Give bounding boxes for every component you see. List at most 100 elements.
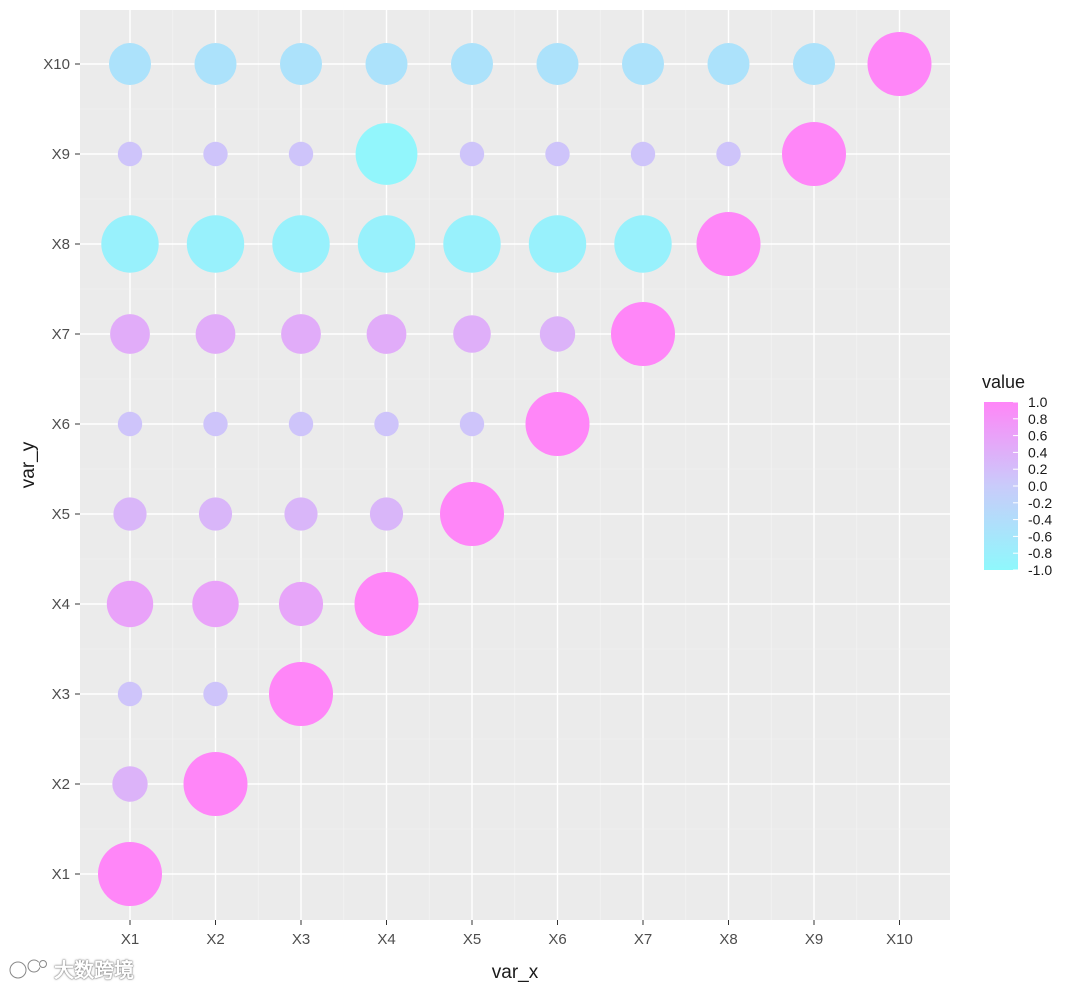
point-x7-x8	[614, 215, 672, 273]
point-x7-x9	[630, 141, 656, 167]
point-x2-x5	[198, 497, 233, 531]
point-x5-x7	[453, 315, 491, 353]
point-x4-x4	[354, 572, 419, 636]
point-x7-x10	[622, 43, 664, 85]
legend-tick-label: -0.4	[1028, 512, 1052, 528]
point-x7-x7	[611, 302, 675, 366]
point-x4-x6	[374, 411, 399, 437]
point-x1-x7	[110, 314, 150, 354]
point-x5-x10	[451, 43, 493, 85]
point-x4-x7	[366, 314, 407, 354]
x-tick-label: X5	[463, 931, 481, 948]
x-tick-label: X3	[292, 931, 310, 948]
y-tick-label: X2	[52, 776, 70, 793]
point-x8-x9	[716, 141, 741, 167]
x-axis-ticks: X1 X2 X3 X4 X5 X6 X7 X8 X9 X10	[121, 920, 913, 948]
point-x6-x10	[536, 43, 579, 85]
legend-tick-label: -0.8	[1028, 545, 1052, 561]
point-x3-x4	[278, 581, 324, 627]
point-x4-x5	[369, 497, 404, 531]
x-tick-label: X9	[805, 931, 823, 948]
y-tick-label: X9	[52, 146, 70, 163]
x-axis-title: var_x	[492, 962, 539, 983]
point-x3-x10	[280, 43, 322, 85]
point-x5-x8	[443, 215, 501, 273]
legend-title: value	[982, 372, 1025, 392]
point-x1-x2	[112, 766, 148, 802]
y-tick-label: X10	[43, 56, 70, 73]
point-x9-x10	[793, 43, 835, 85]
point-x4-x9	[355, 123, 418, 185]
point-x4-x10	[365, 43, 408, 85]
point-x3-x6	[288, 411, 314, 437]
x-tick-label: X2	[206, 931, 224, 948]
y-axis-title: var_y	[18, 441, 39, 488]
legend-tick-label: 0.8	[1028, 411, 1048, 427]
point-x1-x9	[117, 141, 143, 167]
point-x8-x8	[696, 212, 761, 276]
point-x5-x9	[459, 141, 485, 167]
point-x3-x8	[272, 215, 330, 273]
point-x2-x2	[183, 752, 248, 816]
point-x6-x7	[539, 316, 576, 352]
point-x3-x5	[284, 497, 318, 531]
x-tick-label: X8	[719, 931, 737, 948]
legend: value 1.00.80.60.40.20.0-0.2-0.4-0.6-0.8…	[982, 372, 1052, 578]
x-tick-label: X7	[634, 931, 652, 948]
point-x9-x9	[782, 122, 846, 186]
x-tick-label: X4	[377, 931, 395, 948]
point-x8-x10	[707, 43, 750, 85]
x-tick-label: X10	[886, 931, 913, 948]
watermark-text: 大数跨境	[54, 958, 134, 982]
point-x6-x6	[525, 392, 590, 456]
y-tick-label: X3	[52, 686, 70, 703]
point-x1-x8	[101, 215, 159, 273]
point-x10-x10	[867, 32, 932, 96]
watermark: 大数跨境	[8, 954, 134, 983]
point-x5-x6	[459, 411, 485, 437]
point-x1-x5	[113, 497, 147, 531]
y-axis-ticks: X1 X2 X3 X4 X5 X6 X7 X8 X9 X10	[43, 56, 80, 883]
point-x3-x9	[288, 141, 314, 167]
legend-tick-label: -0.6	[1028, 528, 1052, 544]
y-tick-label: X4	[52, 596, 70, 613]
y-tick-label: X1	[52, 866, 70, 883]
point-x2-x9	[203, 141, 228, 167]
legend-colorbar	[984, 402, 1018, 570]
point-x2-x10	[194, 43, 237, 85]
point-x3-x3	[269, 662, 333, 726]
point-x2-x7	[195, 314, 236, 354]
y-tick-label: X8	[52, 236, 70, 253]
legend-tick-label: 0.0	[1028, 478, 1048, 494]
point-x1-x10	[109, 43, 151, 85]
x-tick-label: X6	[548, 931, 566, 948]
point-x2-x8	[186, 215, 245, 273]
point-x4-x8	[357, 215, 416, 273]
data-points	[98, 32, 932, 906]
legend-tick-label: 0.4	[1028, 444, 1048, 460]
legend-tick-label: -1.0	[1028, 562, 1052, 578]
point-x1-x6	[117, 411, 143, 437]
point-x3-x7	[281, 314, 321, 354]
point-x1-x3	[117, 681, 143, 707]
point-x2-x4	[192, 580, 239, 628]
point-x5-x5	[440, 482, 504, 546]
watermark-logo-icon	[8, 958, 48, 979]
point-x1-x4	[106, 580, 154, 628]
point-x6-x9	[545, 141, 570, 167]
y-tick-label: X5	[52, 506, 70, 523]
point-x2-x3	[203, 681, 228, 707]
legend-tick-label: -0.2	[1028, 495, 1052, 511]
legend-tick-label: 0.6	[1028, 428, 1048, 444]
y-tick-label: X6	[52, 416, 70, 433]
legend-ticks: 1.00.80.60.40.20.0-0.2-0.4-0.6-0.8-1.0	[1013, 394, 1052, 578]
y-tick-label: X7	[52, 326, 70, 343]
point-x1-x1	[98, 842, 162, 906]
legend-tick-label: 0.2	[1028, 461, 1048, 477]
point-x2-x6	[203, 411, 228, 437]
legend-tick-label: 1.0	[1028, 394, 1048, 410]
x-tick-label: X1	[121, 931, 139, 948]
point-x6-x8	[528, 215, 587, 273]
